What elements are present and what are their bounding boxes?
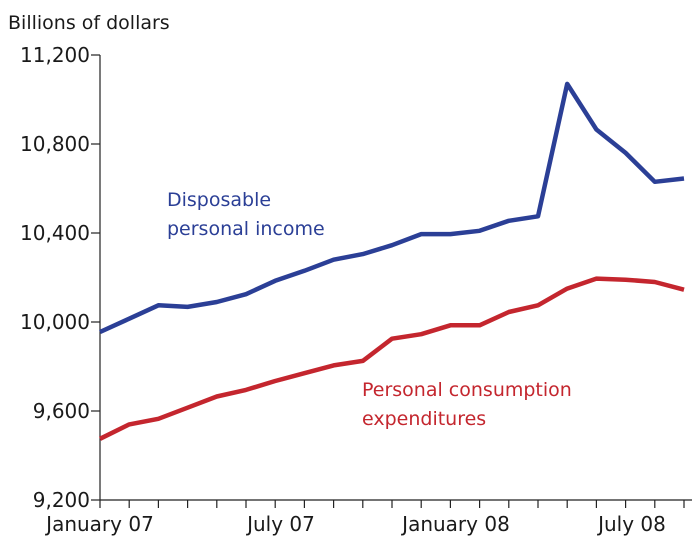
y-tick-label: 10,400 [20, 221, 90, 245]
series-label-line: expenditures [362, 408, 486, 430]
series-lines [99, 81, 685, 441]
x-tick-label: July 07 [245, 512, 315, 536]
y-axis-title: Billions of dollars [8, 12, 170, 34]
series-line [99, 276, 685, 441]
series-label-line: Personal consumption [362, 379, 572, 401]
x-axis: January 07 July 07 January 08 July 08 [44, 499, 692, 536]
series-label-line: Disposable [167, 189, 271, 211]
x-tick-label: January 07 [44, 512, 154, 536]
y-tick-label: 10,000 [20, 310, 90, 334]
x-tick-label: July 08 [596, 512, 666, 536]
x-tick-label: January 08 [400, 512, 510, 536]
y-tick-label: 9,600 [33, 399, 90, 423]
series-labels: Disposable personal income Personal consum… [167, 189, 572, 430]
y-tick-label: 11,200 [20, 43, 90, 67]
series-label: Disposable personal income [167, 189, 325, 240]
y-tick-label: 10,800 [20, 132, 90, 156]
y-axis: 9,200 9,600 10,000 10,400 10,800 11,200 [20, 43, 101, 512]
series-label-line: personal income [167, 218, 325, 240]
series-line [99, 81, 685, 335]
y-tick-label: 9,200 [33, 488, 90, 512]
series-label: Personal consumption expenditures [362, 379, 572, 430]
